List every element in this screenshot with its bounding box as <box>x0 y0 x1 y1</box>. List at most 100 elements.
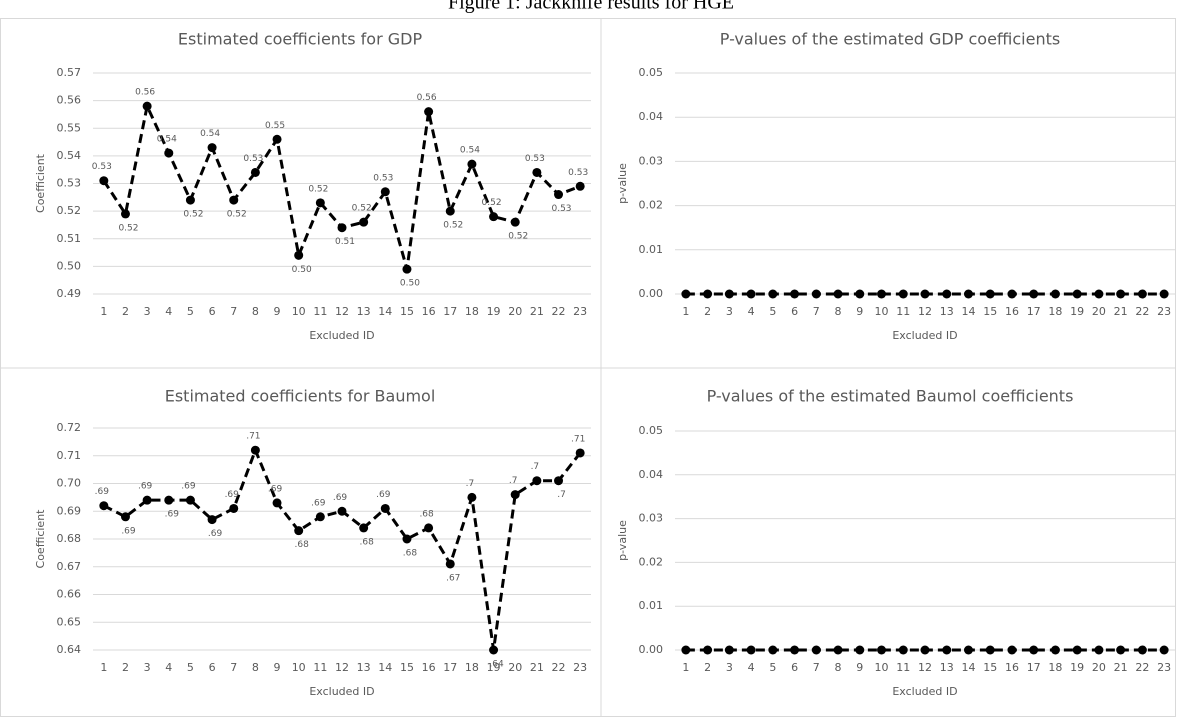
x-tick-label: 5 <box>187 305 194 318</box>
data-point <box>963 645 973 655</box>
x-tick-label: 1 <box>100 305 107 318</box>
x-tick-label: 2 <box>122 661 129 674</box>
data-label: .68 <box>419 509 434 519</box>
x-tick-label: 15 <box>983 661 997 674</box>
x-tick-label: 13 <box>940 305 954 318</box>
x-tick-label: 11 <box>896 305 910 318</box>
x-tick-label: 6 <box>209 661 216 674</box>
x-tick-label: 3 <box>726 661 733 674</box>
x-tick-label: 15 <box>400 305 414 318</box>
x-tick-label: 4 <box>748 661 755 674</box>
data-point <box>898 645 908 655</box>
data-point <box>877 645 887 655</box>
data-point <box>724 289 734 299</box>
x-tick-label: 7 <box>230 305 237 318</box>
x-tick-label: 21 <box>530 661 544 674</box>
y-tick-label: 0.67 <box>57 560 82 573</box>
data-point <box>250 167 260 177</box>
x-tick-label: 9 <box>274 305 281 318</box>
x-tick-label: 6 <box>791 661 798 674</box>
data-label: .7 <box>531 462 540 472</box>
data-point <box>164 148 174 158</box>
y-tick-label: 0.71 <box>57 449 82 462</box>
data-point <box>575 181 585 191</box>
data-point <box>1072 289 1082 299</box>
x-tick-label: 23 <box>1157 661 1171 674</box>
x-tick-label: 6 <box>209 305 216 318</box>
x-tick-label: 7 <box>230 661 237 674</box>
data-label: 0.52 <box>308 184 328 194</box>
data-point <box>1159 289 1169 299</box>
data-label: .71 <box>571 434 585 444</box>
y-tick-label: 0.05 <box>639 424 664 437</box>
data-point <box>1159 645 1169 655</box>
data-point <box>1007 289 1017 299</box>
y-tick-label: 0.72 <box>57 421 82 434</box>
y-tick-label: 0.04 <box>639 468 664 481</box>
data-point <box>855 645 865 655</box>
x-tick-label: 10 <box>292 661 306 674</box>
x-tick-label: 1 <box>100 661 107 674</box>
data-point <box>1116 645 1126 655</box>
x-axis-label: Excluded ID <box>309 685 374 698</box>
data-label: 0.50 <box>400 279 420 289</box>
data-point <box>768 645 778 655</box>
data-point <box>1094 289 1104 299</box>
x-tick-label: 10 <box>875 305 889 318</box>
data-point <box>445 206 455 216</box>
x-tick-label: 15 <box>400 661 414 674</box>
x-tick-label: 1 <box>682 305 689 318</box>
y-axis-label: Coefficient <box>34 153 47 213</box>
x-tick-label: 18 <box>465 661 479 674</box>
x-tick-label: 4 <box>165 661 172 674</box>
y-tick-label: 0.70 <box>57 477 82 490</box>
data-point <box>380 187 390 197</box>
data-point <box>790 645 800 655</box>
y-axis-label: p-value <box>616 163 629 204</box>
x-tick-label: 5 <box>769 661 776 674</box>
data-label: .68 <box>403 549 418 559</box>
x-tick-label: 17 <box>443 661 457 674</box>
x-tick-label: 16 <box>422 305 436 318</box>
x-tick-label: 11 <box>896 661 910 674</box>
x-tick-label: 17 <box>1027 661 1041 674</box>
x-tick-label: 20 <box>1092 661 1106 674</box>
data-point <box>985 289 995 299</box>
y-tick-label: 0.00 <box>639 643 664 656</box>
data-point <box>554 190 564 200</box>
x-tick-label: 3 <box>726 305 733 318</box>
y-tick-label: 0.69 <box>57 504 82 517</box>
y-tick-label: 0.52 <box>57 204 82 217</box>
x-tick-label: 20 <box>508 305 522 318</box>
data-label: 0.54 <box>200 129 220 139</box>
data-label: .7 <box>557 490 566 500</box>
data-point <box>359 217 369 227</box>
x-tick-label: 14 <box>961 305 975 318</box>
data-point <box>380 503 390 513</box>
x-tick-label: 16 <box>1005 305 1019 318</box>
data-point <box>294 250 304 260</box>
data-point <box>703 289 713 299</box>
data-point <box>120 512 130 522</box>
data-point <box>554 476 564 486</box>
data-label: .69 <box>95 487 110 497</box>
data-label: 0.52 <box>443 221 463 231</box>
data-label: 0.53 <box>551 204 571 214</box>
x-tick-label: 12 <box>335 305 349 318</box>
data-label: 0.52 <box>352 204 372 214</box>
data-label: 0.50 <box>292 265 312 275</box>
data-point <box>207 143 217 153</box>
y-tick-label: 0.68 <box>57 532 82 545</box>
data-point <box>575 448 585 458</box>
data-point <box>250 445 260 455</box>
y-tick-label: 0.00 <box>639 287 664 300</box>
data-point <box>681 289 691 299</box>
data-label: .69 <box>121 526 136 536</box>
figure-title: Figure 1: Jackknife results for HGE <box>448 0 734 14</box>
x-tick-label: 21 <box>1114 661 1128 674</box>
y-axis-label: p-value <box>616 520 629 561</box>
data-label: 0.53 <box>243 154 263 164</box>
data-point <box>120 209 130 219</box>
